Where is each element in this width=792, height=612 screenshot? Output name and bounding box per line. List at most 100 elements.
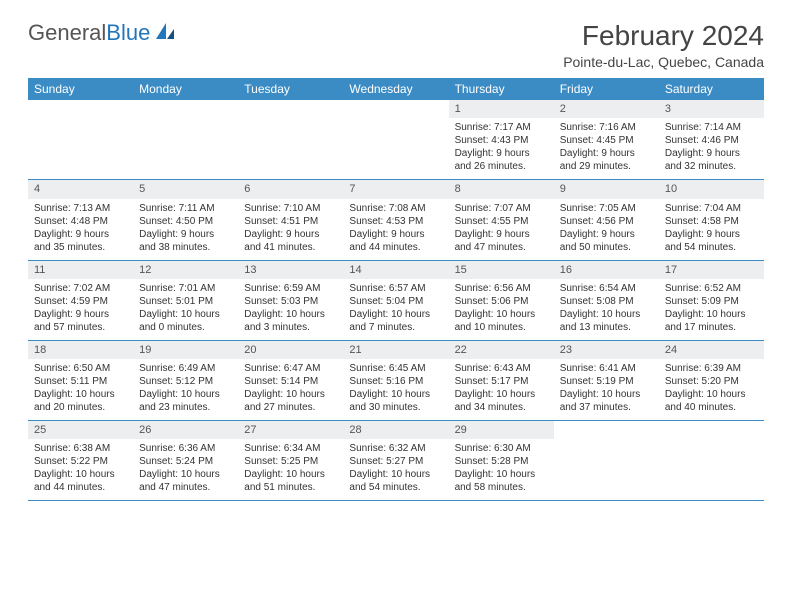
daylight-text: Daylight: 10 hours bbox=[349, 468, 442, 481]
sunset-text: Sunset: 5:03 PM bbox=[244, 295, 337, 308]
sunrise-text: Sunrise: 6:41 AM bbox=[560, 362, 653, 375]
daylight-text: and 47 minutes. bbox=[455, 241, 548, 254]
day-details: Sunrise: 7:08 AMSunset: 4:53 PMDaylight:… bbox=[343, 199, 448, 260]
daylight-text: Daylight: 10 hours bbox=[139, 468, 232, 481]
sunrise-text: Sunrise: 7:04 AM bbox=[665, 202, 758, 215]
sunset-text: Sunset: 5:01 PM bbox=[139, 295, 232, 308]
daylight-text: and 30 minutes. bbox=[349, 401, 442, 414]
day-number: 15 bbox=[449, 261, 554, 279]
daylight-text: Daylight: 9 hours bbox=[244, 228, 337, 241]
daylight-text: Daylight: 9 hours bbox=[665, 228, 758, 241]
day-cell: 15Sunrise: 6:56 AMSunset: 5:06 PMDayligh… bbox=[449, 261, 554, 340]
weekday-header: Monday bbox=[133, 78, 238, 100]
day-number: 9 bbox=[554, 180, 659, 198]
day-number: 24 bbox=[659, 341, 764, 359]
sunset-text: Sunset: 5:27 PM bbox=[349, 455, 442, 468]
sunset-text: Sunset: 5:22 PM bbox=[34, 455, 127, 468]
week-row: 1Sunrise: 7:17 AMSunset: 4:43 PMDaylight… bbox=[28, 100, 764, 180]
day-cell: 23Sunrise: 6:41 AMSunset: 5:19 PMDayligh… bbox=[554, 341, 659, 420]
title-block: February 2024 Pointe-du-Lac, Quebec, Can… bbox=[563, 20, 764, 70]
day-number: 2 bbox=[554, 100, 659, 118]
weekday-header-row: SundayMondayTuesdayWednesdayThursdayFrid… bbox=[28, 78, 764, 100]
daylight-text: and 17 minutes. bbox=[665, 321, 758, 334]
daylight-text: Daylight: 10 hours bbox=[455, 308, 548, 321]
day-cell: 12Sunrise: 7:01 AMSunset: 5:01 PMDayligh… bbox=[133, 261, 238, 340]
day-details: Sunrise: 7:02 AMSunset: 4:59 PMDaylight:… bbox=[28, 279, 133, 340]
day-cell: 5Sunrise: 7:11 AMSunset: 4:50 PMDaylight… bbox=[133, 180, 238, 259]
daylight-text: Daylight: 10 hours bbox=[34, 468, 127, 481]
sunrise-text: Sunrise: 7:16 AM bbox=[560, 121, 653, 134]
daylight-text: Daylight: 10 hours bbox=[560, 388, 653, 401]
calendar: SundayMondayTuesdayWednesdayThursdayFrid… bbox=[28, 78, 764, 501]
daylight-text: and 32 minutes. bbox=[665, 160, 758, 173]
empty-cell bbox=[133, 100, 238, 179]
daylight-text: and 34 minutes. bbox=[455, 401, 548, 414]
sunset-text: Sunset: 5:11 PM bbox=[34, 375, 127, 388]
daylight-text: and 40 minutes. bbox=[665, 401, 758, 414]
daylight-text: and 50 minutes. bbox=[560, 241, 653, 254]
day-cell: 7Sunrise: 7:08 AMSunset: 4:53 PMDaylight… bbox=[343, 180, 448, 259]
day-number: 7 bbox=[343, 180, 448, 198]
daylight-text: and 57 minutes. bbox=[34, 321, 127, 334]
daylight-text: Daylight: 10 hours bbox=[139, 388, 232, 401]
day-details: Sunrise: 7:10 AMSunset: 4:51 PMDaylight:… bbox=[238, 199, 343, 260]
brand-logo: GeneralBlue bbox=[28, 20, 176, 46]
day-details: Sunrise: 6:36 AMSunset: 5:24 PMDaylight:… bbox=[133, 439, 238, 500]
sunrise-text: Sunrise: 6:49 AM bbox=[139, 362, 232, 375]
daylight-text: Daylight: 10 hours bbox=[349, 308, 442, 321]
day-number: 29 bbox=[449, 421, 554, 439]
day-number: 25 bbox=[28, 421, 133, 439]
weekday-header: Tuesday bbox=[238, 78, 343, 100]
day-cell: 24Sunrise: 6:39 AMSunset: 5:20 PMDayligh… bbox=[659, 341, 764, 420]
day-details: Sunrise: 6:45 AMSunset: 5:16 PMDaylight:… bbox=[343, 359, 448, 420]
sunset-text: Sunset: 5:12 PM bbox=[139, 375, 232, 388]
day-cell: 14Sunrise: 6:57 AMSunset: 5:04 PMDayligh… bbox=[343, 261, 448, 340]
day-details: Sunrise: 6:49 AMSunset: 5:12 PMDaylight:… bbox=[133, 359, 238, 420]
day-cell: 21Sunrise: 6:45 AMSunset: 5:16 PMDayligh… bbox=[343, 341, 448, 420]
day-details: Sunrise: 7:13 AMSunset: 4:48 PMDaylight:… bbox=[28, 199, 133, 260]
day-cell: 17Sunrise: 6:52 AMSunset: 5:09 PMDayligh… bbox=[659, 261, 764, 340]
day-cell: 3Sunrise: 7:14 AMSunset: 4:46 PMDaylight… bbox=[659, 100, 764, 179]
day-cell: 18Sunrise: 6:50 AMSunset: 5:11 PMDayligh… bbox=[28, 341, 133, 420]
sunset-text: Sunset: 4:55 PM bbox=[455, 215, 548, 228]
day-details: Sunrise: 7:17 AMSunset: 4:43 PMDaylight:… bbox=[449, 118, 554, 179]
day-details: Sunrise: 6:47 AMSunset: 5:14 PMDaylight:… bbox=[238, 359, 343, 420]
empty-cell bbox=[343, 100, 448, 179]
daylight-text: and 3 minutes. bbox=[244, 321, 337, 334]
sunset-text: Sunset: 5:24 PM bbox=[139, 455, 232, 468]
sunrise-text: Sunrise: 6:36 AM bbox=[139, 442, 232, 455]
sunset-text: Sunset: 5:17 PM bbox=[455, 375, 548, 388]
day-number: 16 bbox=[554, 261, 659, 279]
daylight-text: and 20 minutes. bbox=[34, 401, 127, 414]
empty-cell bbox=[659, 421, 764, 500]
sunrise-text: Sunrise: 7:14 AM bbox=[665, 121, 758, 134]
sunrise-text: Sunrise: 7:07 AM bbox=[455, 202, 548, 215]
daylight-text: Daylight: 9 hours bbox=[34, 228, 127, 241]
weekday-header: Sunday bbox=[28, 78, 133, 100]
sunset-text: Sunset: 4:58 PM bbox=[665, 215, 758, 228]
daylight-text: and 41 minutes. bbox=[244, 241, 337, 254]
daylight-text: and 23 minutes. bbox=[139, 401, 232, 414]
daylight-text: Daylight: 9 hours bbox=[560, 228, 653, 241]
day-cell: 28Sunrise: 6:32 AMSunset: 5:27 PMDayligh… bbox=[343, 421, 448, 500]
sunset-text: Sunset: 5:28 PM bbox=[455, 455, 548, 468]
sunrise-text: Sunrise: 6:59 AM bbox=[244, 282, 337, 295]
day-details: Sunrise: 6:38 AMSunset: 5:22 PMDaylight:… bbox=[28, 439, 133, 500]
sunrise-text: Sunrise: 7:11 AM bbox=[139, 202, 232, 215]
month-title: February 2024 bbox=[563, 20, 764, 52]
day-details: Sunrise: 7:01 AMSunset: 5:01 PMDaylight:… bbox=[133, 279, 238, 340]
sunrise-text: Sunrise: 7:08 AM bbox=[349, 202, 442, 215]
day-cell: 11Sunrise: 7:02 AMSunset: 4:59 PMDayligh… bbox=[28, 261, 133, 340]
daylight-text: and 54 minutes. bbox=[665, 241, 758, 254]
day-cell: 8Sunrise: 7:07 AMSunset: 4:55 PMDaylight… bbox=[449, 180, 554, 259]
daylight-text: Daylight: 9 hours bbox=[560, 147, 653, 160]
day-number: 3 bbox=[659, 100, 764, 118]
day-details: Sunrise: 7:07 AMSunset: 4:55 PMDaylight:… bbox=[449, 199, 554, 260]
daylight-text: Daylight: 10 hours bbox=[34, 388, 127, 401]
sunset-text: Sunset: 4:59 PM bbox=[34, 295, 127, 308]
sunrise-text: Sunrise: 6:57 AM bbox=[349, 282, 442, 295]
empty-cell bbox=[554, 421, 659, 500]
day-details: Sunrise: 6:52 AMSunset: 5:09 PMDaylight:… bbox=[659, 279, 764, 340]
day-number: 18 bbox=[28, 341, 133, 359]
day-cell: 20Sunrise: 6:47 AMSunset: 5:14 PMDayligh… bbox=[238, 341, 343, 420]
